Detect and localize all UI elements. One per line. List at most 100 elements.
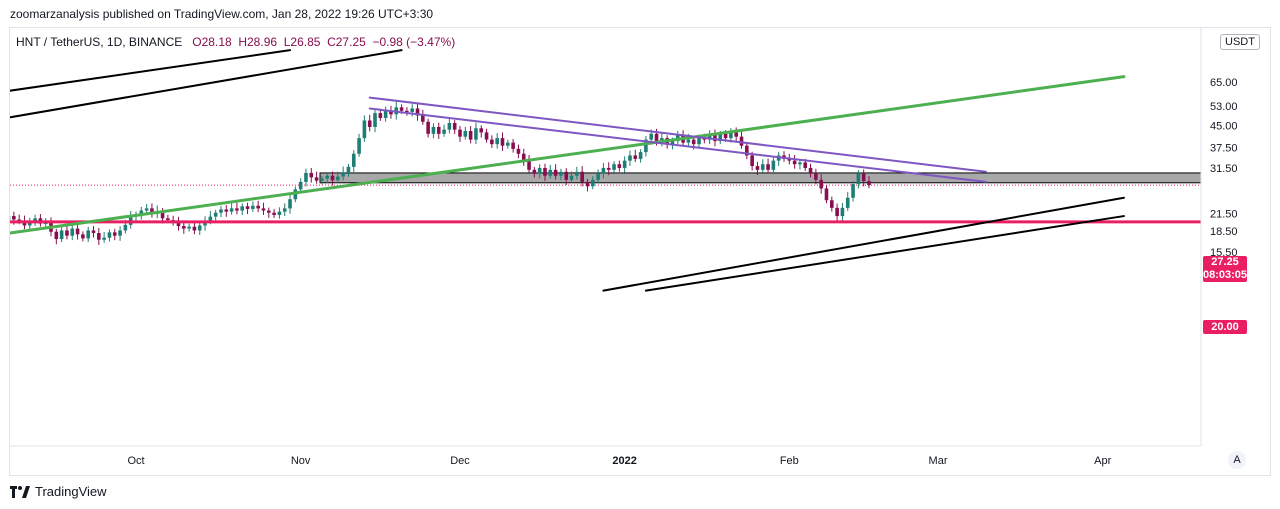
trendline-black-channel-upper-b [10, 49, 403, 119]
candle [251, 201, 255, 212]
symbol-legend: HNT / TetherUS, 1D, BINANCE O28.18 H28.9… [16, 35, 455, 49]
candle-body [314, 177, 319, 181]
candle [389, 105, 393, 119]
candle-body [160, 211, 165, 219]
legend-symbol: HNT / TetherUS, 1D, BINANCE [16, 35, 183, 49]
price-tick-label: 21.50 [1210, 208, 1238, 220]
candle [745, 142, 749, 160]
candle [378, 109, 383, 121]
candle-body [628, 155, 632, 161]
candle-body [654, 133, 659, 143]
candle-body [383, 110, 388, 118]
candle-body [118, 230, 122, 236]
candle [739, 130, 744, 149]
candle [458, 126, 462, 142]
candle-body [373, 113, 377, 127]
candle [314, 171, 319, 184]
candle-body [65, 230, 69, 236]
candle [638, 149, 643, 163]
candle [1, 217, 5, 226]
candle [617, 160, 622, 172]
candle [33, 214, 37, 226]
candle [537, 164, 542, 179]
candle [235, 202, 239, 215]
candle-body [474, 128, 478, 140]
resistance-zone [319, 172, 1201, 184]
candle-body [123, 224, 128, 231]
candle-body [845, 197, 850, 208]
candle [75, 222, 80, 240]
candle-body [166, 218, 170, 221]
candle-body [357, 138, 361, 154]
candle-body [245, 206, 250, 209]
candle-body [707, 135, 712, 140]
candle-body [739, 136, 744, 146]
candle [856, 170, 861, 189]
candle [500, 132, 505, 151]
candle-body [830, 200, 834, 208]
candle-body [835, 207, 839, 217]
candle [766, 158, 770, 174]
candle-body [309, 172, 314, 178]
candle-body [362, 120, 367, 139]
tradingview-brand: TradingView [35, 484, 107, 499]
candle-body [686, 139, 691, 143]
candle [596, 169, 600, 184]
candle [559, 168, 563, 181]
candle [835, 203, 839, 221]
candle [830, 196, 834, 212]
candle-body [638, 152, 643, 159]
candle [341, 166, 345, 181]
candle [474, 122, 478, 145]
tradingview-logo[interactable]: TradingView [10, 484, 107, 499]
candle [112, 228, 117, 241]
trendline-black-channel-lower-b [644, 215, 1125, 292]
candle [298, 178, 303, 194]
auto-scale-button[interactable]: A [1228, 451, 1246, 469]
price-tick-label: 45.00 [1210, 121, 1238, 133]
candle-body [86, 230, 90, 239]
candle [590, 176, 595, 190]
candle [150, 203, 154, 218]
candle-body [251, 205, 255, 209]
candle [245, 202, 250, 215]
candle-body [367, 120, 372, 127]
candle-body [282, 208, 287, 212]
candle-body [304, 172, 308, 182]
candle-body [824, 188, 829, 201]
candle-body [521, 153, 526, 161]
candle [867, 176, 871, 189]
candle-body [288, 199, 292, 209]
candle-body [325, 175, 330, 179]
currency-button[interactable]: USDT [1220, 34, 1260, 50]
candle-body [298, 181, 303, 190]
candle [436, 122, 441, 140]
candle-body [564, 171, 569, 180]
candle [580, 166, 584, 187]
candle-body [107, 232, 112, 238]
candle-body [336, 176, 340, 181]
candle [203, 216, 207, 231]
candle-body [447, 123, 452, 130]
candle-body [91, 230, 96, 234]
candle [819, 174, 823, 194]
candle-body [644, 139, 648, 153]
candle-body [745, 145, 749, 156]
candle [585, 178, 590, 192]
candle-body [537, 167, 542, 174]
candle-body [819, 179, 823, 189]
candle-body [229, 208, 234, 212]
candle [373, 110, 377, 133]
candle-body [718, 133, 723, 142]
candle [442, 124, 446, 137]
candle-body [760, 164, 765, 170]
candle-body [351, 153, 356, 167]
candle [70, 223, 75, 241]
trendline-purple-upper [368, 96, 987, 173]
candle [463, 126, 468, 140]
candle-body [575, 171, 579, 176]
candle-body [277, 211, 282, 215]
candle-body [75, 228, 80, 235]
candle [755, 161, 760, 176]
